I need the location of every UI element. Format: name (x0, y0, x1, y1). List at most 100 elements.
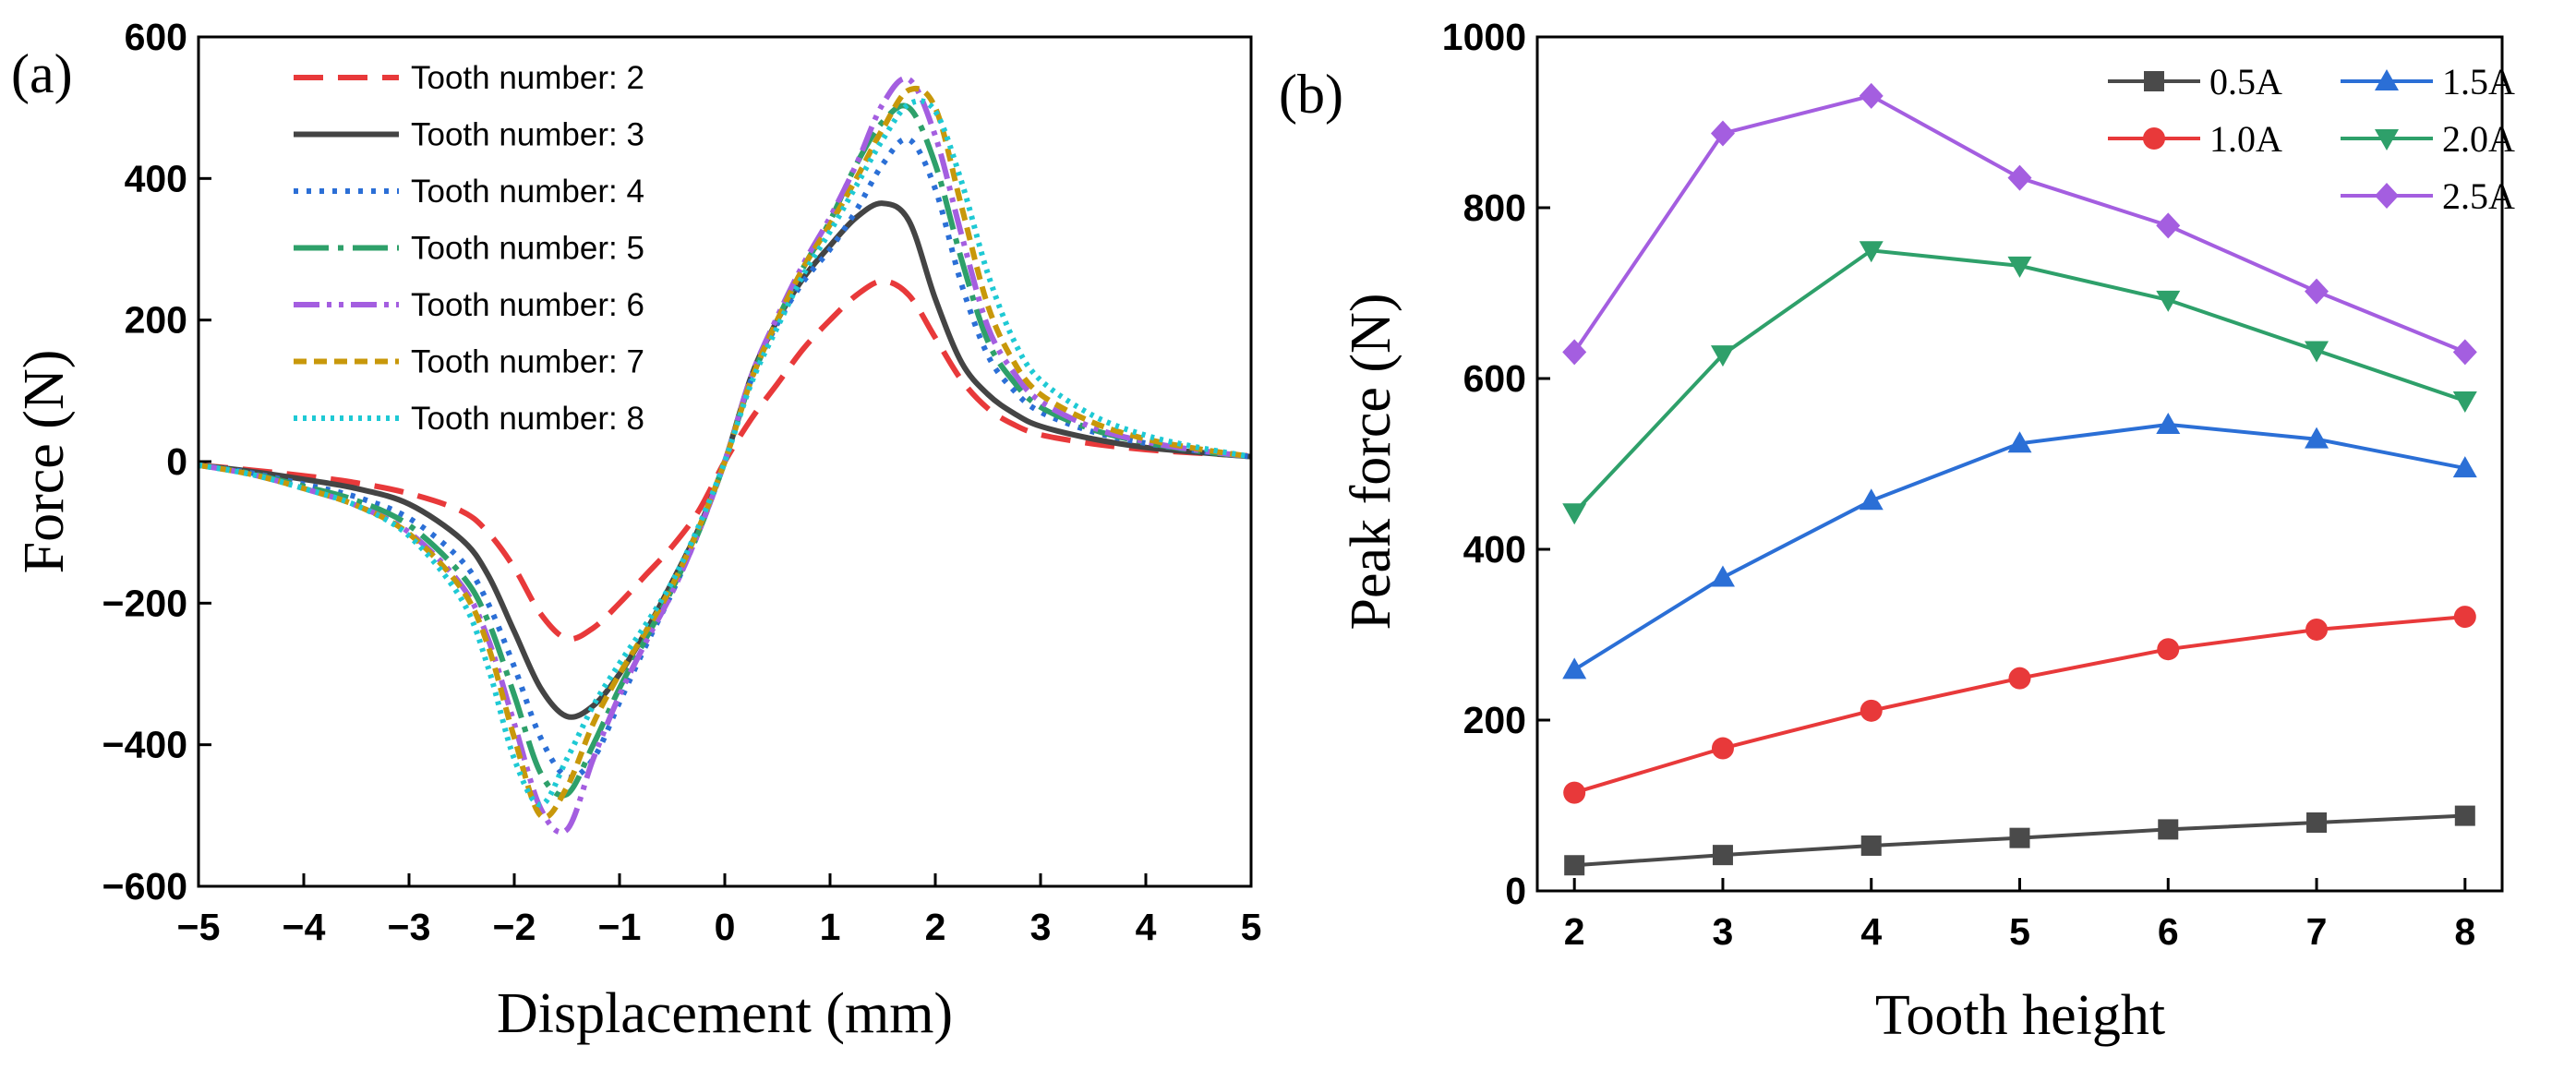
data-point-1_5A (1859, 488, 1884, 511)
legend-label-0_5A: 0.5A (2209, 61, 2282, 102)
panel-a-ytick-label: 600 (125, 16, 187, 58)
data-point-0_5A (1564, 855, 1585, 876)
series-line-2_5A (1572, 93, 2466, 355)
data-point-2_0A (2007, 256, 2032, 278)
data-point-2_0A (1562, 503, 1587, 525)
panel-b-xtick-label: 5 (2009, 910, 2030, 953)
data-point-0_5A (1860, 835, 1882, 856)
panel-b-xtick-label: 8 (2454, 910, 2475, 953)
data-point-2_5A (1710, 120, 1735, 147)
data-point-2_5A (1562, 339, 1587, 366)
panel-a-xtick-label: 0 (715, 906, 736, 948)
data-point-2_0A (2452, 391, 2477, 414)
legend-marker-1_0A (2143, 127, 2165, 150)
panel-b-xtick-label: 4 (1860, 910, 1882, 953)
data-point-2_5A (1859, 82, 1884, 109)
panel-a-ytick-label: −600 (102, 865, 187, 908)
panel-b-plot (1562, 82, 2477, 876)
series-line-1_5A (1573, 422, 2466, 672)
series-line-tooth-7 (199, 85, 1251, 821)
legend-label-tooth-8: Tooth number: 8 (411, 401, 644, 437)
series-line-tooth-5 (199, 102, 1251, 799)
data-point-2_5A (2007, 164, 2032, 191)
data-point-2_0A (2156, 290, 2181, 312)
data-point-1_5A (1562, 657, 1587, 679)
panel-a-xtick-label: 5 (1241, 906, 1262, 948)
panel-b-xlabel: Tooth height (1875, 984, 2165, 1047)
panel-a-ytick-label: 200 (125, 299, 187, 342)
data-point-1_5A (2452, 456, 2477, 478)
legend-marker-1_5A (2375, 69, 2399, 90)
legend-marker-2_5A (2375, 183, 2399, 209)
panel-a: (a) −5 −4 −3 −2 −1 0 1 2 3 4 5 −600 −400 −200 0 200 400 6… (11, 16, 1261, 1045)
series-line-tooth-2 (199, 278, 1251, 643)
data-point-0_5A (2158, 819, 2179, 840)
series-line-tooth-8 (199, 98, 1251, 808)
panel-a-xlabel: Displacement (mm) (497, 982, 953, 1045)
panel-b: (b) 2 3 4 5 6 7 8 0 200 400 600 800 1000 0.5A 1.0A 1.5… (1279, 16, 2515, 1047)
series-line-2_0A (1572, 248, 2466, 514)
data-point-1_5A (1710, 565, 1735, 587)
data-point-2_5A (2156, 212, 2181, 239)
panel-b-ticks: 2 3 4 5 6 7 8 0 200 400 600 800 1000 (1442, 16, 2475, 953)
data-point-2_0A (1710, 345, 1735, 367)
legend-label-1_0A: 1.0A (2209, 118, 2282, 160)
legend-label-tooth-4: Tooth number: 4 (411, 174, 644, 210)
data-point-1_5A (2156, 412, 2181, 434)
data-point-1_5A (2305, 427, 2329, 449)
legend-label-1_5A: 1.5A (2442, 61, 2515, 102)
panel-a-xtick-label: 2 (925, 906, 946, 948)
panel-a-xtick-label: −4 (283, 906, 326, 948)
legend-label-tooth-5: Tooth number: 5 (411, 231, 644, 267)
panel-a-ylabel: Force (N) (13, 350, 76, 574)
panel-b-ytick-label: 400 (1463, 528, 1526, 571)
panel-a-ytick-label: 400 (125, 157, 187, 199)
legend-marker-2_0A (2375, 129, 2399, 150)
legend-label-2_5A: 2.5A (2442, 175, 2515, 217)
panel-b-ytick-label: 200 (1463, 699, 1526, 741)
panel-b-ytick-label: 600 (1463, 357, 1526, 400)
panel-b-ytick-label: 1000 (1442, 16, 1526, 58)
panel-a-ytick-label: −200 (102, 582, 187, 624)
panel-a-xtick-label: −5 (177, 906, 221, 948)
series-line-1_0A (1573, 615, 2465, 795)
data-point-1_0A (1563, 781, 1586, 804)
data-point-1_5A (2007, 431, 2032, 453)
data-point-1_0A (2305, 618, 2329, 641)
legend-label-tooth-6: Tooth number: 6 (411, 287, 644, 323)
data-point-0_5A (1712, 845, 1733, 866)
legend-marker-0_5A (2144, 71, 2164, 91)
panel-b-frame (1535, 35, 2504, 893)
legend-label-tooth-7: Tooth number: 7 (411, 344, 644, 380)
data-point-1_0A (2008, 667, 2031, 690)
panel-b-xtick-label: 2 (1564, 910, 1585, 953)
panel-a-xtick-label: −1 (598, 906, 642, 948)
series-line-tooth-6 (199, 75, 1251, 836)
panel-a-xtick-label: −2 (493, 906, 536, 948)
data-point-1_0A (1860, 699, 1883, 722)
data-point-0_5A (2306, 812, 2328, 833)
legend-label-2_0A: 2.0A (2442, 118, 2515, 160)
data-point-1_0A (2453, 606, 2476, 629)
panel-b-ytick-label: 0 (1505, 870, 1526, 912)
panel-b-label: (b) (1279, 64, 1343, 125)
data-point-2_5A (2452, 339, 2477, 366)
data-point-2_0A (2305, 341, 2329, 363)
panel-a-xtick-label: 3 (1030, 906, 1052, 948)
data-point-2_5A (2305, 278, 2329, 305)
panel-b-xtick-label: 3 (1713, 910, 1734, 953)
panel-a-xtick-label: 4 (1136, 906, 1157, 948)
legend-label-tooth-3: Tooth number: 3 (411, 117, 644, 153)
panel-a-legend: Tooth number: 2 Tooth number: 3 Tooth numb… (294, 60, 644, 437)
legend-label-tooth-2: Tooth number: 2 (411, 60, 644, 96)
panel-a-plot (199, 75, 1251, 836)
panel-b-ytick-label: 800 (1463, 186, 1526, 229)
data-point-2_0A (1859, 241, 1884, 263)
data-point-0_5A (2009, 827, 2030, 848)
panel-b-legend: 0.5A 1.0A 1.5A 2.0A 2.5A (2108, 61, 2515, 217)
panel-a-frame (197, 35, 1253, 888)
data-point-0_5A (2454, 805, 2475, 826)
panel-a-ytick-label: −400 (102, 724, 187, 766)
panel-b-xtick-label: 7 (2306, 910, 2328, 953)
